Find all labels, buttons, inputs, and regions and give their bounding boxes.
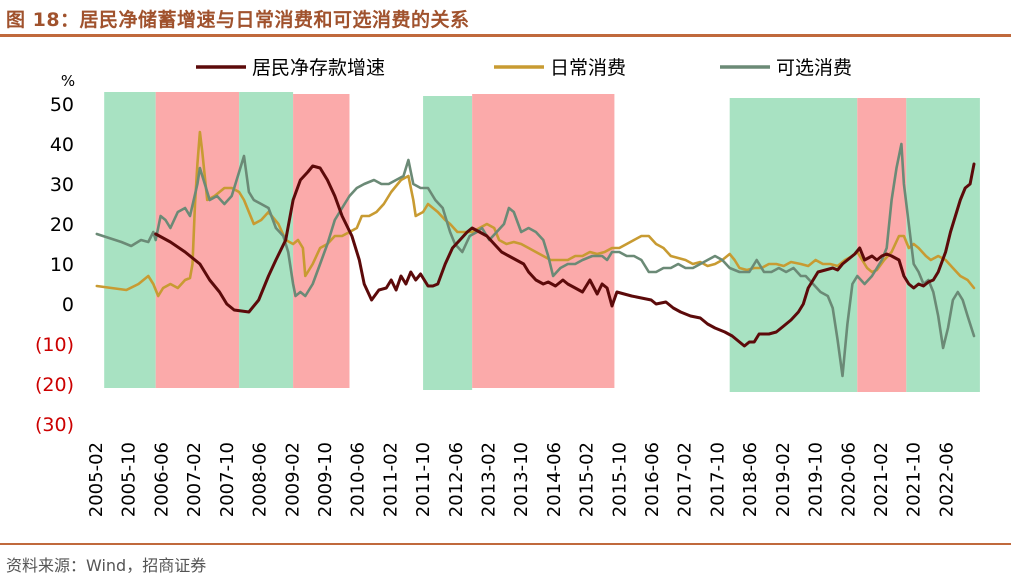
- x-tick-label: 2019-02: [773, 442, 794, 517]
- y-tick-label: (20): [35, 374, 74, 396]
- y-tick-label: 0: [62, 294, 74, 316]
- x-tick-label: 2008-06: [250, 442, 271, 517]
- x-tick-label: 2021-10: [904, 442, 925, 517]
- x-tick-label: 2011-10: [413, 442, 434, 517]
- x-tick-label: 2012-06: [446, 442, 467, 517]
- source-note: 资料来源：Wind，招商证券: [6, 556, 207, 575]
- x-tick-label: 2020-06: [838, 442, 859, 517]
- x-tick-label: 2022-06: [936, 442, 957, 517]
- x-tick-label: 2018-06: [740, 442, 761, 517]
- x-tick-label: 2017-02: [675, 442, 696, 517]
- series-lines: [95, 130, 976, 378]
- x-axis: 2005-02 2005-10 2006-06 2007-02 2007-10 2008-…: [86, 442, 957, 517]
- x-tick-label: 2021-02: [871, 442, 892, 517]
- x-tick-label: 2005-02: [86, 442, 107, 517]
- y-tick-label: (30): [35, 414, 74, 436]
- legend-label-0: 居民净存款增速: [252, 57, 385, 79]
- y-tick-label: (10): [35, 334, 74, 356]
- x-tick-label: 2009-02: [282, 442, 303, 517]
- shaded-region-red-7: [857, 98, 907, 392]
- chart: 50 40 30 20 10 0 (10) (20) (30) % 2005-02 2005-10…: [35, 57, 980, 517]
- y-tick-label: 30: [50, 174, 74, 196]
- series-line-2: [95, 142, 976, 378]
- x-tick-label: 2007-10: [217, 442, 238, 517]
- y-axis: 50 40 30 20 10 0 (10) (20) (30): [35, 94, 74, 436]
- x-tick-label: 2009-10: [315, 442, 336, 517]
- x-tick-label: 2011-02: [380, 442, 401, 517]
- x-tick-label: 2014-06: [544, 442, 565, 517]
- y-tick-label: 40: [50, 134, 74, 156]
- series-line-0: [154, 162, 976, 348]
- x-tick-label: 2007-02: [184, 442, 205, 517]
- legend-label-2: 可选消费: [776, 57, 852, 79]
- x-tick-label: 2010-06: [348, 442, 369, 517]
- y-unit-label: %: [61, 72, 75, 90]
- x-tick-label: 2013-10: [511, 442, 532, 517]
- x-tick-label: 2013-02: [478, 442, 499, 517]
- y-tick-label: 10: [50, 254, 74, 276]
- figure-title: 图 18：居民净储蓄增速与日常消费和可选消费的关系: [6, 9, 470, 31]
- x-tick-label: 2006-06: [151, 442, 172, 517]
- x-tick-label: 2016-06: [642, 442, 663, 517]
- shaded-regions: [104, 92, 980, 392]
- x-tick-label: 2017-10: [707, 442, 728, 517]
- shaded-region-green-4: [423, 96, 473, 390]
- legend-label-1: 日常消费: [550, 57, 626, 79]
- bottom-rule: [0, 543, 1011, 545]
- x-tick-label: 2005-10: [119, 442, 140, 517]
- x-tick-label: 2019-10: [806, 442, 827, 517]
- legend: 居民净存款增速 日常消费 可选消费: [196, 57, 852, 79]
- series-line-1: [95, 130, 976, 298]
- shaded-region-red-3: [293, 94, 350, 388]
- y-tick-label: 50: [50, 94, 74, 116]
- x-tick-label: 2015-02: [577, 442, 598, 517]
- title-rule: [0, 34, 1011, 37]
- y-tick-label: 20: [50, 214, 74, 236]
- x-tick-label: 2015-10: [609, 442, 630, 517]
